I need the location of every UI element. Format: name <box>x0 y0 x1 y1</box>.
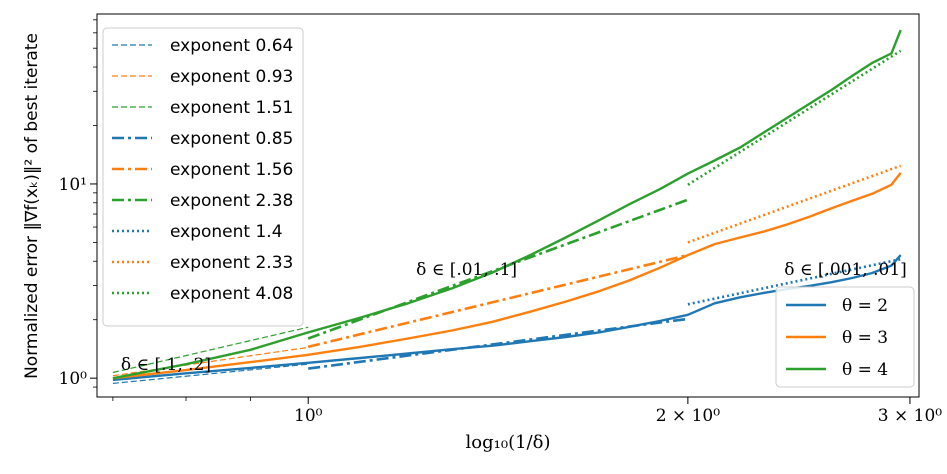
y-axis-label: Normalized error ‖∇f(xₖ)‖² of best itera… <box>22 33 42 379</box>
series-line-theta-4 <box>112 29 902 380</box>
annotations: δ ∈ [.1, .2] δ ∈ [.01, .1] δ ∈ [.001, .01] <box>121 260 907 375</box>
legend-fit-label: exponent 0.93 <box>170 67 293 87</box>
annotation-label-3: δ ∈ [.001, .01] <box>784 260 907 280</box>
annotation-label-2: δ ∈ [.01, .1] <box>416 260 517 280</box>
legend-series-label: θ = 2 <box>842 296 888 316</box>
legend-series-label: θ = 3 <box>842 328 888 348</box>
legend-fit-label: exponent 0.85 <box>170 129 293 149</box>
legend-fit-label: exponent 2.33 <box>170 253 293 273</box>
series-lines <box>112 29 902 382</box>
legend-fit-label: exponent 1.51 <box>170 98 293 118</box>
legend-series: θ = 2 θ = 3 θ = 4 <box>775 286 915 388</box>
fit-line-1 <box>112 363 309 384</box>
x-tick-label: 3 × 10⁰ <box>878 406 942 426</box>
series-line-theta-2 <box>112 254 902 382</box>
fit-line-4 <box>308 317 689 370</box>
legend-fit-label: exponent 4.08 <box>170 284 293 304</box>
x-axis-label: log₁₀(1/δ) <box>466 432 551 453</box>
legend-series-frame <box>775 286 915 388</box>
legend-fit-label: exponent 0.64 <box>170 36 293 56</box>
y-tick-label: 10⁰ <box>59 369 88 389</box>
legend-fit-label: exponent 2.38 <box>170 191 293 211</box>
fit-line-9 <box>687 49 902 186</box>
x-tick-label: 2 × 10⁰ <box>656 406 720 426</box>
annotation-label-1: δ ∈ [.1, .2] <box>121 355 211 375</box>
legend-fit-label: exponent 1.4 <box>170 222 283 242</box>
axis-ticks: 10⁰ 2 × 10⁰ 3 × 10⁰ 10⁰ 10¹ <box>59 19 942 426</box>
legend-fit-label: exponent 1.56 <box>170 160 293 180</box>
x-tick-label: 10⁰ <box>294 406 323 426</box>
fit-line-7 <box>687 257 901 306</box>
legend-fits: exponent 0.64 exponent 0.93 exponent 1.51 e… <box>102 27 304 327</box>
y-tick-label: 10¹ <box>59 175 87 195</box>
fit-line-3 <box>112 326 309 374</box>
legend-series-label: θ = 4 <box>842 360 888 380</box>
fit-line-5 <box>307 253 689 349</box>
series-line-theta-3 <box>112 172 902 380</box>
legend-fits-frame <box>102 27 304 327</box>
